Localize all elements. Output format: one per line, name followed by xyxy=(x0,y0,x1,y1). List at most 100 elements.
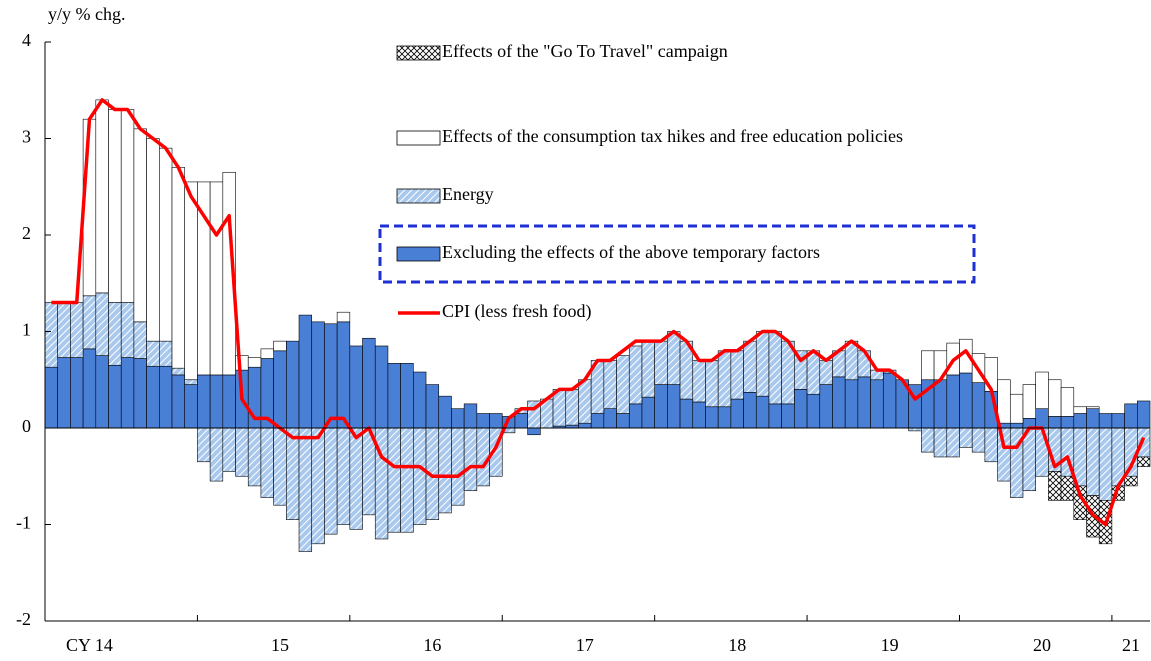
bar-segment xyxy=(286,427,300,520)
bar-segment xyxy=(997,427,1011,482)
cpi-line xyxy=(51,98,1146,527)
bar-segment xyxy=(438,395,452,429)
bar-segment xyxy=(946,427,960,458)
bar-segment xyxy=(654,384,668,429)
bar-segment xyxy=(171,167,186,369)
bar-segment xyxy=(209,427,224,482)
bar-segment xyxy=(603,408,617,429)
bar-segment xyxy=(844,379,859,429)
bar-segment xyxy=(806,350,821,395)
x-tick-label: 21 xyxy=(1122,635,1140,655)
bar-segment xyxy=(1048,416,1062,429)
bar-segment xyxy=(336,321,351,429)
bar-segment xyxy=(743,340,757,393)
bar-segment xyxy=(133,128,147,323)
bar-segment xyxy=(1086,406,1100,409)
bar-segment xyxy=(336,427,351,525)
bar-segment xyxy=(628,345,643,405)
bar-segment xyxy=(451,408,465,429)
bar-segment xyxy=(1124,403,1138,429)
bar-segment xyxy=(514,413,528,429)
bar-segment xyxy=(616,355,630,414)
bar-segment xyxy=(654,340,668,385)
legend-label: Effects of the "Go To Travel" campaign xyxy=(442,41,728,61)
bar-segment xyxy=(159,340,173,367)
bar-segment xyxy=(476,413,490,429)
x-tick-label: 17 xyxy=(576,635,594,655)
bar-segment xyxy=(578,422,592,429)
bar-segment xyxy=(832,376,846,429)
bar-segment xyxy=(349,427,363,530)
legend-swatch xyxy=(396,188,441,204)
bar-segment xyxy=(768,331,782,405)
bar-segment xyxy=(57,302,71,358)
bar-segment xyxy=(298,427,313,552)
bar-segment xyxy=(870,379,884,429)
bar-segment xyxy=(616,413,630,429)
bar-segment xyxy=(184,379,198,385)
bar-segment xyxy=(273,427,287,506)
legend-swatch xyxy=(396,45,441,61)
bars xyxy=(44,99,1151,552)
bar-segment xyxy=(451,427,465,506)
bar-segment xyxy=(794,389,808,429)
bar-segment xyxy=(311,427,325,545)
bar-segment xyxy=(184,181,198,381)
bar-segment xyxy=(463,403,478,429)
bar-segment xyxy=(108,364,122,429)
bar-segment xyxy=(209,374,224,429)
bar-segment xyxy=(768,403,782,429)
bar-segment xyxy=(984,427,998,463)
bar-segment xyxy=(413,427,427,525)
bar-segment xyxy=(247,357,262,368)
legend-label: CPI (less fresh food) xyxy=(442,301,591,322)
legend-swatch xyxy=(396,130,441,146)
bar-segment xyxy=(1009,422,1024,429)
bar-segment xyxy=(108,109,122,303)
bar-segment xyxy=(286,340,300,429)
x-tick-label: 16 xyxy=(423,635,441,655)
bar-segment xyxy=(781,403,795,429)
bar-segment xyxy=(933,427,948,458)
bar-segment xyxy=(1035,408,1049,429)
bar-segment xyxy=(1009,393,1024,424)
bar-segment xyxy=(946,374,960,429)
y-tick-label: 4 xyxy=(22,30,31,50)
bar-segment xyxy=(197,427,211,463)
bar-segment xyxy=(1060,387,1075,417)
bar-segment xyxy=(819,384,833,429)
bar-segment xyxy=(146,138,160,342)
bar-segment xyxy=(82,295,97,350)
bar-segment xyxy=(1136,400,1151,429)
bar-segment xyxy=(1111,413,1125,429)
bar-segment xyxy=(959,372,973,429)
bar-segment xyxy=(362,337,376,429)
bar-segment xyxy=(44,302,59,368)
y-tick-label: 0 xyxy=(22,416,31,436)
bar-segment xyxy=(298,314,313,429)
bar-segment xyxy=(438,427,452,514)
bar-segment xyxy=(387,363,401,429)
bar-segment xyxy=(273,340,287,352)
bar-segment xyxy=(171,374,186,429)
bar-segment xyxy=(146,340,160,367)
bar-segment xyxy=(717,406,732,429)
bar-segment xyxy=(527,427,541,436)
bar-segment xyxy=(95,99,109,294)
legend-label: Energy xyxy=(442,184,494,204)
bar-segment xyxy=(108,302,122,366)
bar-segment xyxy=(1048,379,1062,417)
bar-segment xyxy=(209,181,224,376)
bar-segment xyxy=(1136,427,1151,458)
bar-segment xyxy=(641,340,655,398)
bar-segment xyxy=(413,371,427,429)
bar-segment xyxy=(159,147,173,342)
bar-segment xyxy=(755,395,770,429)
x-tick-label: CY 14 xyxy=(66,635,113,655)
bar-segment xyxy=(425,384,440,429)
bar-segment xyxy=(222,427,236,472)
legend-label: Effects of the consumption tax hikes and… xyxy=(442,126,903,146)
bar-segment xyxy=(857,376,871,429)
x-tick-label: 20 xyxy=(1033,635,1051,655)
